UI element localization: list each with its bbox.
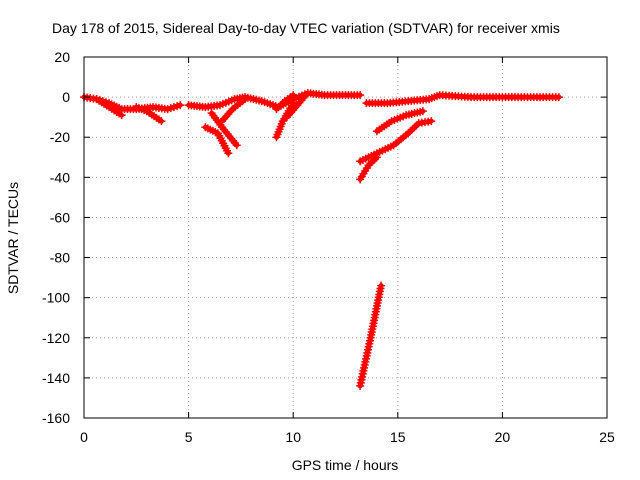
y-tick-labels: 20 0 -20 -40 -60 -80 -100 -120 -140 -160: [42, 49, 70, 426]
data-point-marker: [418, 107, 427, 116]
series-track-6: [207, 109, 241, 150]
plot-frame: [83, 56, 608, 419]
data-point-marker: [241, 95, 250, 104]
data-point-marker: [176, 101, 185, 110]
x-tick-label: 5: [185, 429, 193, 445]
y-axis-label: SDTVAR / TECUs: [5, 182, 21, 294]
series-track-3: [132, 103, 166, 126]
y-tick-label: 0: [62, 89, 70, 105]
data-point-marker: [289, 91, 298, 100]
x-tick-label: 15: [390, 429, 406, 445]
x-axis-label: GPS time / hours: [292, 457, 399, 473]
y-tick-label: -60: [50, 209, 70, 225]
y-tick-label: -140: [42, 370, 70, 386]
x-tick-label: 20: [495, 429, 511, 445]
x-tick-label: 0: [80, 429, 88, 445]
y-tick-label: -100: [42, 290, 70, 306]
y-tick-label: -160: [42, 410, 70, 426]
x-tick-labels: 0 5 10 15 20 25: [80, 429, 615, 445]
series-track-9: [272, 91, 298, 114]
data-point-marker: [301, 91, 310, 100]
y-tick-label: -80: [50, 250, 70, 266]
data-series: [80, 89, 563, 390]
series-track-16: [356, 281, 386, 390]
series-track-12: [372, 107, 427, 136]
series-track-5: [201, 123, 233, 158]
y-tick-label: -120: [42, 330, 70, 346]
series-track-4: [184, 89, 365, 112]
y-tick-label: -40: [50, 169, 70, 185]
x-tick-label: 25: [599, 429, 615, 445]
series-track-2: [92, 95, 126, 120]
series-track-15: [425, 91, 563, 104]
data-point-marker: [224, 149, 233, 158]
data-point-marker: [117, 111, 126, 120]
data-point-marker: [157, 117, 166, 126]
y-tick-label: -20: [50, 129, 70, 145]
y-tick-label: 20: [54, 49, 70, 65]
series-track-7: [218, 95, 250, 126]
series-track-13: [356, 117, 436, 166]
data-point-marker: [427, 117, 436, 126]
x-tick-label: 10: [285, 429, 301, 445]
data-point-marker: [554, 93, 563, 102]
series-track-14: [356, 153, 381, 184]
data-point-marker: [372, 153, 381, 162]
series-track-11: [362, 95, 434, 108]
data-point-marker: [232, 141, 241, 150]
series-track-10: [282, 91, 310, 122]
chart-title: Day 178 of 2015, Sidereal Day-to-day VTE…: [52, 20, 560, 36]
data-point-marker: [356, 91, 365, 100]
axis-ticks: [83, 56, 608, 419]
data-point-marker: [377, 281, 386, 290]
series-track-1: [80, 93, 185, 114]
